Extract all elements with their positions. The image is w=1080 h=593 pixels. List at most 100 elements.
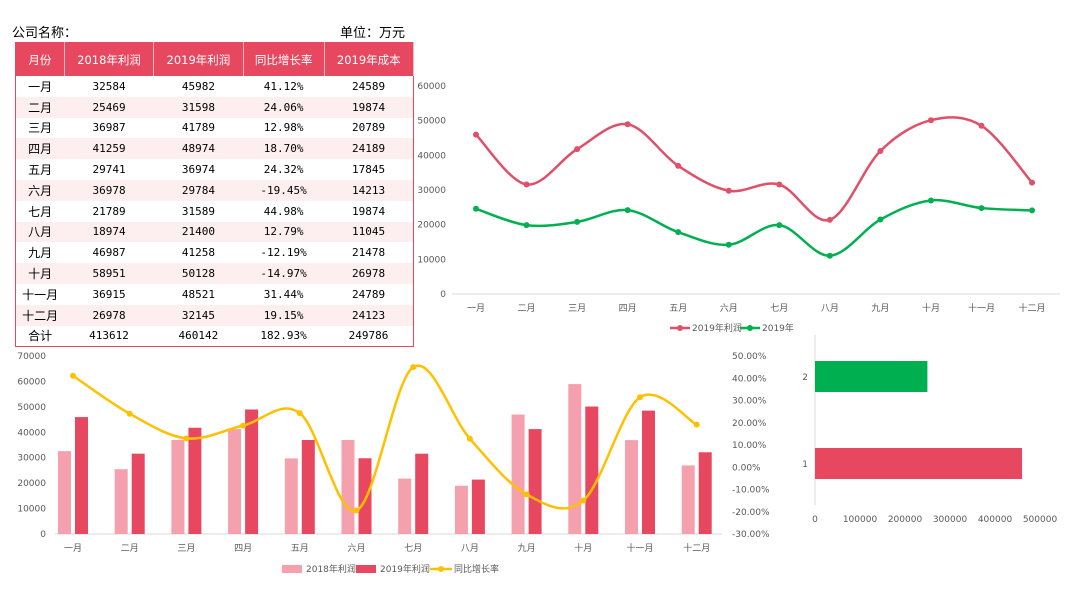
table-cell: -14.97%	[243, 263, 325, 284]
table-cell: 58951	[64, 263, 154, 284]
table-cell: 249786	[348, 329, 389, 343]
y-tick-label: 10000	[17, 505, 46, 515]
table-row: 合计 413612 460142 182.93% 249786	[16, 326, 414, 347]
x-tick-label: 三月	[568, 303, 586, 314]
table-cell: 50128	[153, 263, 244, 284]
table-row: 十一月 36915 48521 31.44% 24789	[16, 284, 414, 305]
bar	[454, 485, 468, 534]
table-row: 一月 32584 45982 41.12% 24589	[16, 76, 414, 97]
table-cell: 八月	[15, 221, 65, 243]
x-tick-label: 0	[812, 515, 818, 525]
table-row: 十二月 26978 32145 19.15% 24123	[15, 304, 414, 326]
table-cell: 19.15%	[243, 304, 325, 326]
data-point	[574, 218, 581, 225]
x-tick-label: 二月	[121, 543, 139, 554]
legend-label: 2019年	[762, 322, 794, 334]
bar	[471, 479, 485, 534]
table-cell: 一月	[28, 79, 53, 94]
series-line-1	[475, 198, 1033, 257]
legend-marker	[438, 566, 444, 572]
data-point	[296, 410, 303, 417]
x-tick-label: 400000	[978, 515, 1013, 525]
bar	[698, 452, 712, 534]
x-tick-label: 100000	[843, 515, 878, 525]
y-tick-label: 10000	[417, 255, 446, 265]
x-tick-label: 六月	[347, 542, 365, 554]
bar	[301, 439, 315, 534]
x-tick-label: 四月	[234, 543, 252, 554]
table-cell: 11045	[324, 221, 414, 243]
table-cell: 48521	[181, 287, 215, 301]
y-tick-label: 30000	[17, 454, 46, 464]
data-point	[978, 205, 985, 212]
data-point	[725, 241, 732, 248]
table-cell: 460142	[178, 329, 219, 343]
y2-tick-label: -10.00%	[732, 486, 770, 496]
legend-label: 同比增长率	[454, 563, 499, 575]
table-cell: 二月	[15, 96, 65, 118]
table-cell: 31.44%	[263, 287, 304, 301]
x-tick-label: 十月	[574, 542, 592, 554]
table-cell: 六月	[15, 179, 65, 201]
x-tick-label: 八月	[461, 543, 479, 554]
table-cell: 19874	[324, 96, 414, 118]
data-point	[126, 410, 133, 417]
table-row: 八月 18974 21400 12.79% 11045	[15, 221, 414, 243]
table-cell: 18974	[64, 221, 154, 243]
x-tick-label: 五月	[291, 543, 309, 554]
x-tick-label: 六月	[720, 302, 738, 314]
column-header: 2018年利润	[64, 42, 155, 76]
data-point	[776, 222, 783, 229]
column-header: 同比增长率	[243, 42, 325, 76]
table-cell: 182.93%	[260, 329, 307, 343]
table-cell: 21789	[92, 204, 126, 218]
table-cell: 26978	[64, 304, 154, 326]
bar	[358, 458, 372, 534]
table-cell: 14213	[324, 179, 414, 201]
y2-tick-label: 20.00%	[732, 419, 767, 429]
bar	[114, 469, 128, 534]
data-point	[473, 205, 479, 212]
company-label: 公司名称：	[12, 26, 78, 41]
bar	[131, 453, 145, 534]
profit-table: 月份 2018年利润 2019年利润 同比增长率 2019年成本 一月 32584 45982…	[15, 42, 415, 348]
bar	[341, 439, 355, 534]
table-cell: 17845	[351, 163, 386, 177]
x-tick-label: 一月	[64, 543, 82, 554]
x-tick-label: 九月	[871, 303, 889, 314]
table-cell: 五月	[28, 163, 53, 178]
table-cell: 十一月	[22, 287, 59, 302]
table-cell: 24.06%	[243, 96, 325, 118]
table-cell: 24789	[351, 287, 386, 301]
table-cell: 46987	[92, 246, 126, 260]
table-cell: 29784	[153, 179, 244, 201]
data-point	[1029, 179, 1036, 186]
x-tick-label: 十二月	[1019, 302, 1046, 314]
data-point	[776, 181, 783, 188]
bar	[188, 427, 202, 534]
table-cell: 41258	[181, 246, 215, 260]
data-point	[183, 435, 190, 442]
data-point	[877, 216, 884, 223]
x-tick-label: 一月	[467, 303, 485, 314]
data-point	[240, 422, 247, 429]
y2-tick-label: 0.00%	[732, 463, 761, 473]
table-cell: 36978	[64, 179, 154, 201]
x-tick-label: 三月	[177, 543, 195, 554]
table-row: 五月 29741 36974 24.32% 17845	[16, 159, 414, 180]
table-cell: 31598	[153, 96, 244, 118]
bar	[815, 448, 1023, 479]
legend-label: 2018年利润	[306, 563, 356, 575]
data-point	[70, 372, 76, 379]
y2-tick-label: 40.00%	[732, 374, 767, 384]
x-tick-label: 七月	[770, 303, 788, 314]
bar	[625, 440, 638, 534]
bar	[58, 451, 71, 534]
table-cell: 合计	[28, 329, 53, 344]
table-cell: -12.19%	[260, 246, 307, 260]
table-cell: 九月	[28, 246, 53, 261]
data-point	[675, 229, 682, 236]
x-tick-label: 十二月	[683, 542, 710, 554]
table-cell: 41789	[181, 121, 215, 135]
